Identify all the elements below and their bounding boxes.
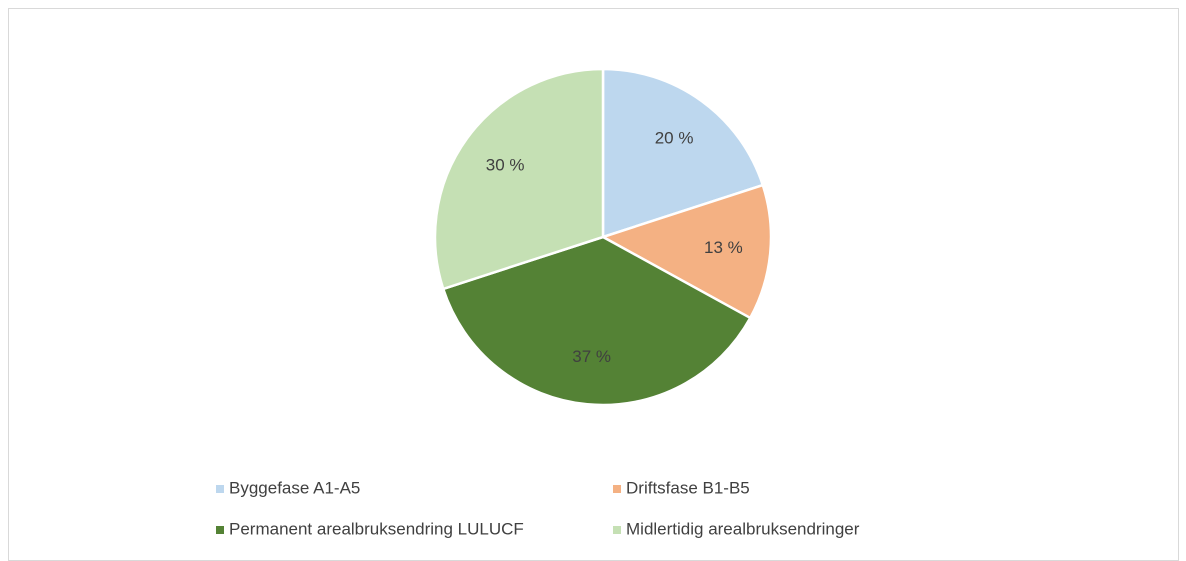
data-label: 30 % <box>486 155 525 174</box>
legend-label: Permanent arealbruksendring LULUCF <box>229 519 524 538</box>
legend-marker <box>216 526 224 534</box>
pie-slice <box>441 235 752 407</box>
pie-slice <box>599 183 773 320</box>
legend-label: Driftsfase B1-B5 <box>626 478 750 497</box>
pie-slice <box>433 67 605 291</box>
legend-marker <box>216 485 224 493</box>
legend-label: Midlertidig arealbruksendringer <box>626 519 860 538</box>
legend-marker <box>613 485 621 493</box>
legend-label: Byggefase A1-A5 <box>229 478 360 497</box>
pie-slice <box>601 67 765 239</box>
data-label: 37 % <box>572 347 611 366</box>
data-label: 13 % <box>704 238 743 257</box>
legend-marker <box>613 526 621 534</box>
data-label: 20 % <box>655 129 694 148</box>
